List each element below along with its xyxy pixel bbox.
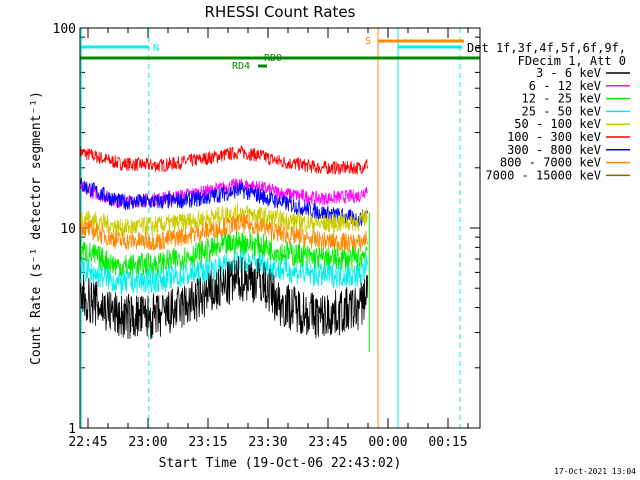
x-axis-label: Start Time (19-Oct-06 22:43:02) — [159, 456, 402, 471]
legend-entry-label: 50 - 100 keV — [514, 117, 601, 131]
y-axis-label: Count Rate (s⁻¹ detector segment⁻¹) — [29, 91, 44, 365]
x-tick-label: 22:45 — [68, 435, 107, 450]
series-line — [79, 145, 368, 175]
legend-entry-label: 300 - 800 keV — [507, 143, 601, 157]
x-tick-label: 23:00 — [128, 435, 167, 450]
series-line — [79, 249, 368, 295]
legend-entry-label: 100 - 300 keV — [507, 130, 601, 144]
annotation-layer: N S RD0 RD4 — [80, 28, 480, 428]
chart-title: RHESSI Count Rates — [205, 3, 356, 21]
series-line — [79, 256, 368, 340]
x-tick-label: 23:15 — [188, 435, 227, 450]
y-tick-label: 1 — [68, 422, 76, 437]
timestamp: 17-Oct-2021 13:04 — [554, 467, 636, 476]
plot-frame — [79, 27, 481, 429]
legend-entry-label: 7000 - 15000 keV — [485, 168, 601, 182]
night-label: N — [153, 43, 159, 54]
x-tick-label: 23:45 — [308, 435, 347, 450]
legend-entry-label: 3 - 6 keV — [536, 66, 601, 80]
legend-entry-label: 800 - 7000 keV — [500, 156, 601, 170]
series-line — [79, 202, 368, 238]
series-layer — [79, 145, 370, 352]
rd0-label: RD0 — [264, 53, 282, 64]
legend-entry-label: 12 - 25 keV — [522, 92, 601, 106]
saa-label: S — [365, 36, 371, 47]
legend-header-line-1: Det 1f,3f,4f,5f,6f,9f, — [467, 41, 626, 55]
series-line — [79, 231, 368, 280]
y-tick-label: 100 — [53, 22, 76, 37]
legend-entry-label: 25 - 50 keV — [522, 104, 601, 118]
y-tick-label: 10 — [60, 222, 76, 237]
y-tick-labels: 1 10 100 — [53, 22, 76, 437]
rd4-label: RD4 — [232, 61, 250, 72]
legend-entry-label: 6 - 12 keV — [529, 79, 601, 93]
x-tick-label: 23:30 — [248, 435, 287, 450]
x-tick-label: 00:00 — [368, 435, 407, 450]
series-line — [79, 214, 368, 252]
x-tick-labels: 22:45 23:00 23:15 23:30 23:45 00:00 00:15 — [68, 435, 467, 450]
series-line — [79, 177, 368, 228]
legend-header-line-2: FDecim 1, Att 0 — [518, 54, 626, 68]
x-tick-label: 00:15 — [428, 435, 467, 450]
